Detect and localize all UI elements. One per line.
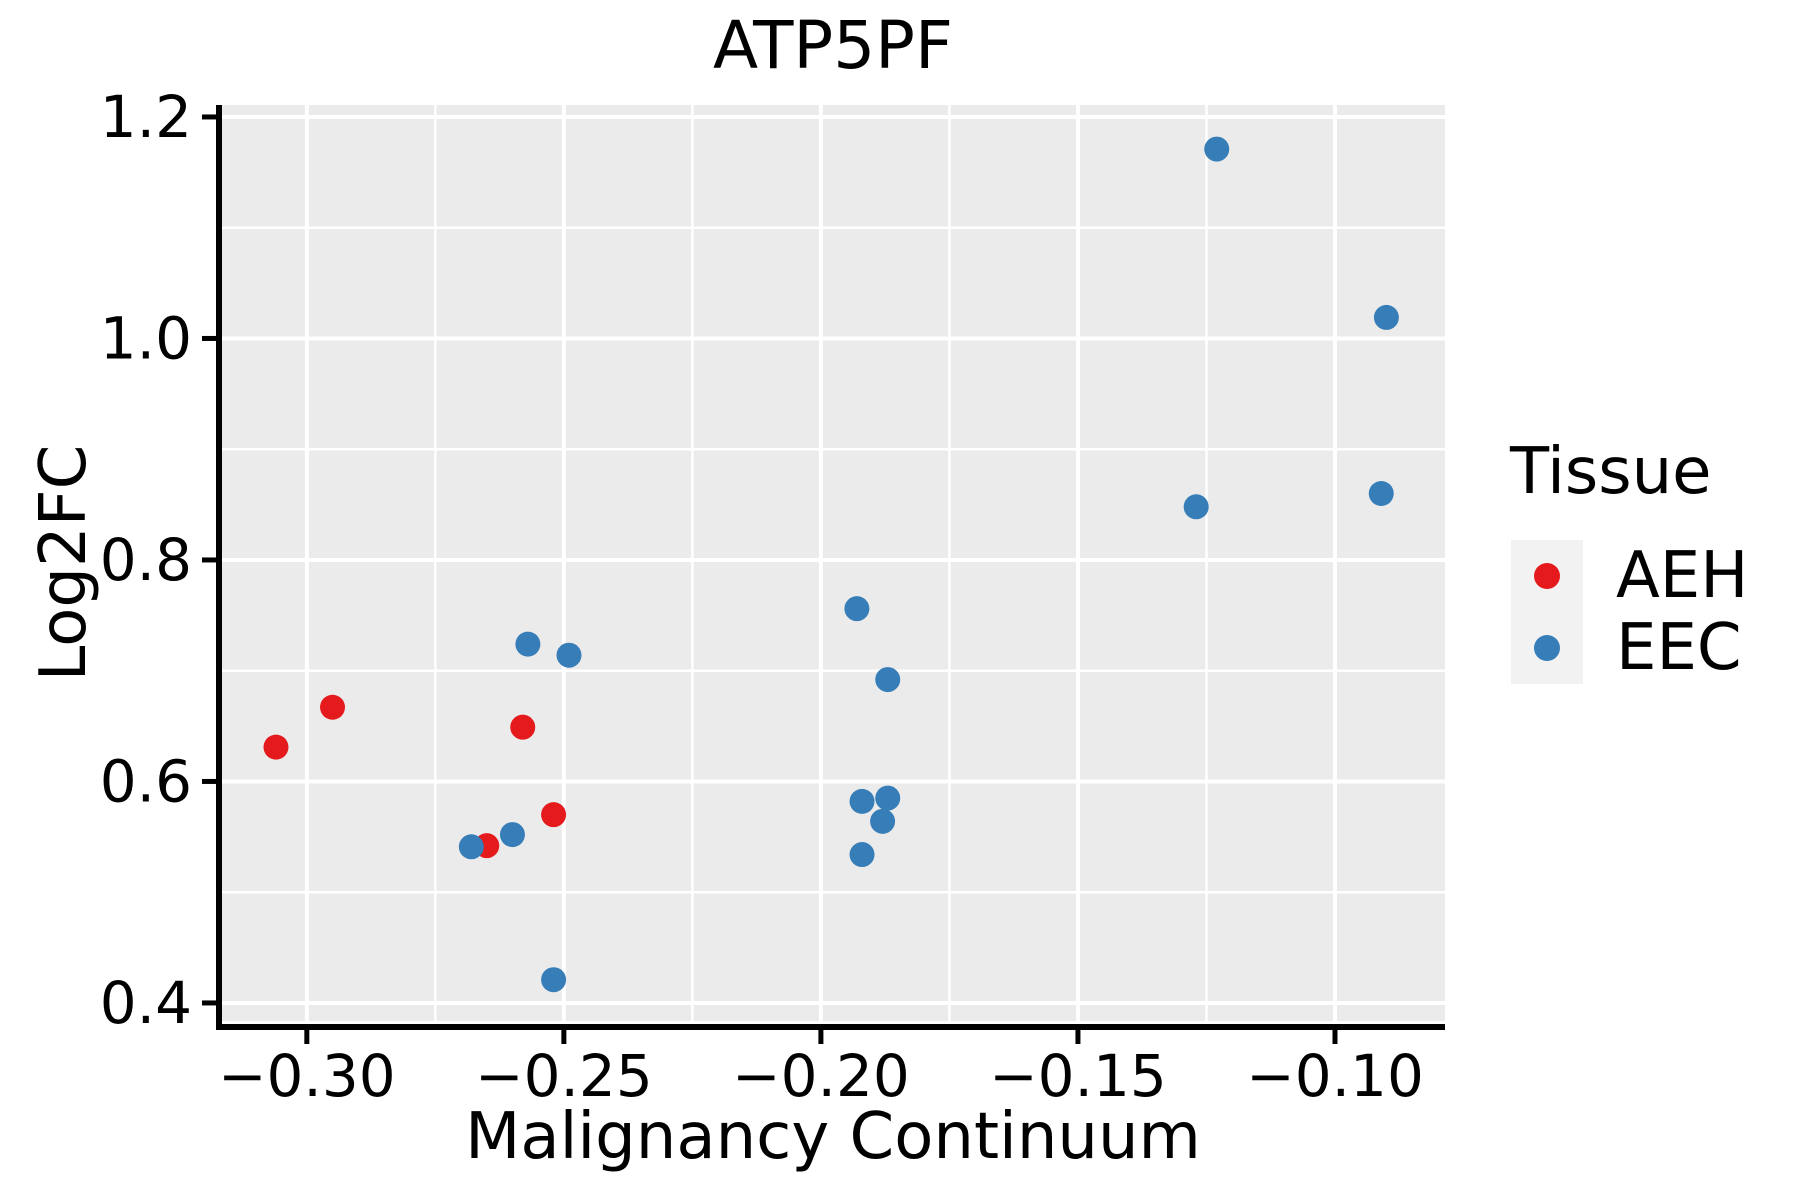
data-point-eec — [556, 642, 582, 668]
data-point-eec — [1368, 481, 1394, 507]
data-point-eec — [499, 822, 525, 848]
plot-panel — [222, 105, 1445, 1021]
aeh-dot-icon — [1534, 563, 1560, 589]
data-point-aeh — [320, 694, 346, 720]
x-tick — [818, 1030, 824, 1044]
data-point-eec — [849, 788, 875, 814]
x-axis-title: Malignancy Continuum — [465, 1100, 1201, 1174]
data-point-eec — [844, 596, 870, 622]
x-tick-label: −0.15 — [989, 1042, 1167, 1110]
legend-item-eec: EEC — [1511, 612, 1748, 684]
y-tick-label: 0.4 — [100, 969, 192, 1037]
x-tick-label: −0.25 — [475, 1042, 653, 1110]
x-tick — [561, 1030, 567, 1044]
data-point-eec — [1373, 304, 1399, 330]
y-axis-line — [216, 105, 222, 1030]
legend-label-eec: EEC — [1616, 611, 1742, 685]
chart-title: ATP5PF — [713, 7, 953, 84]
y-tick — [202, 335, 216, 341]
data-point-eec — [1204, 136, 1230, 162]
legend: AEH EEC — [1511, 540, 1748, 684]
y-axis-title: Log2FC — [27, 445, 101, 682]
x-tick — [304, 1030, 310, 1044]
legend-item-aeh: AEH — [1511, 540, 1748, 612]
data-point-eec — [515, 631, 541, 657]
eec-dot-icon — [1534, 635, 1560, 661]
x-tick — [1075, 1030, 1081, 1044]
y-tick — [202, 778, 216, 784]
data-point-aeh — [541, 802, 567, 828]
data-point-eec — [458, 834, 484, 860]
y-tick — [202, 1000, 216, 1006]
data-point-aeh — [263, 734, 289, 760]
legend-label-aeh: AEH — [1616, 539, 1749, 613]
y-tick-label: 0.8 — [100, 526, 192, 594]
data-point-eec — [541, 967, 567, 993]
data-point-eec — [870, 808, 896, 834]
legend-title: Tissue — [1510, 435, 1712, 509]
y-tick-label: 1.0 — [100, 304, 192, 372]
data-point-aeh — [510, 714, 536, 740]
data-point-eec — [849, 842, 875, 868]
legend-key-aeh — [1511, 540, 1583, 612]
data-point-eec — [1183, 494, 1209, 520]
x-tick-label: −0.30 — [218, 1042, 396, 1110]
x-tick — [1332, 1030, 1338, 1044]
y-tick — [202, 557, 216, 563]
x-tick-label: −0.10 — [1246, 1042, 1424, 1110]
legend-key-eec — [1511, 612, 1583, 684]
data-point-eec — [875, 785, 901, 811]
y-tick-label: 0.6 — [100, 747, 192, 815]
x-tick-label: −0.20 — [732, 1042, 910, 1110]
data-point-eec — [875, 667, 901, 693]
y-tick — [202, 114, 216, 120]
x-axis-line — [216, 1024, 1445, 1030]
y-tick-label: 1.2 — [100, 83, 192, 151]
